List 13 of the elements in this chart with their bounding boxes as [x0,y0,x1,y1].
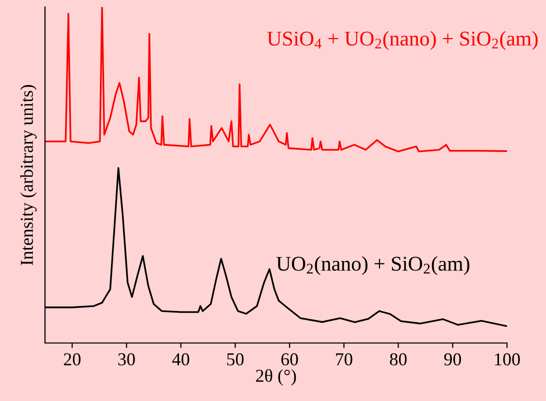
text: USiO$_{4}$ + UO$_{2}$(nano) + SiO$_{2}$(am) [267,31,538,50]
x-tick-label: 90 [444,353,461,366]
x-tick-label: 40 [172,353,190,366]
x-tick-label: 60 [281,353,298,366]
x-tick-label: 70 [336,353,352,366]
x-tick-label: 20 [64,353,81,366]
x-axis-title: 2θ (°) [256,369,296,386]
series-label: UO$_{2}$(nano) + SiO$_{2}$(am) [276,256,470,276]
x-tick-label: 80 [390,353,407,366]
x-tick-label: 100 [495,353,520,366]
y-axis-title: Intensity (arbitrary units) [20,85,37,266]
x-tick-label: 50 [227,353,244,366]
x-tick-label: 30 [118,353,135,366]
